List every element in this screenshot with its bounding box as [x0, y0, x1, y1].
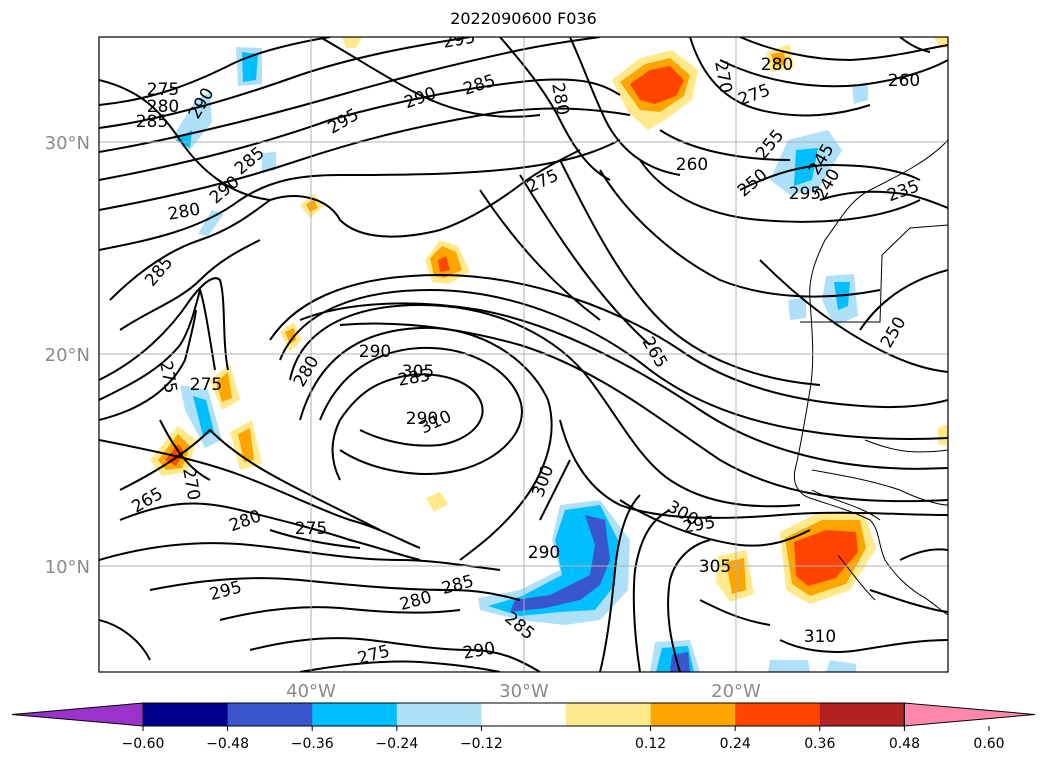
colorbar-segment [650, 703, 736, 726]
colorbar-segment [566, 703, 652, 726]
colorbar-tick-label: −0.36 [291, 736, 334, 752]
contour-label: 290 [359, 342, 391, 362]
lon-label: 30°W [499, 681, 549, 702]
colorbar-tick-label: −0.48 [206, 736, 249, 752]
axis-labels: 30°N 20°N 10°N 40°W 30°W 20°W [45, 133, 761, 702]
lat-label: 30°N [45, 133, 90, 154]
colorbar-outline [142, 702, 905, 727]
contour-label: 285 [136, 112, 168, 132]
colorbar-tick-label: 0.24 [720, 736, 751, 752]
contour-label: 310 [804, 627, 836, 647]
contour-label: 280 [761, 55, 793, 75]
gridlines [99, 37, 948, 672]
colorbar-segment [227, 703, 313, 726]
colorbar-tick-label: 0.48 [889, 736, 920, 752]
contour-label: 275 [147, 80, 179, 100]
colorbar-extend-low [11, 702, 144, 727]
lon-label: 20°W [711, 681, 761, 702]
negative-anomaly-shading [172, 47, 868, 672]
contour-label: 305 [699, 557, 731, 577]
colorbar-tick-label: 0.60 [973, 736, 1004, 752]
colorbar-segment [396, 703, 482, 726]
contour-label: 290 [406, 409, 438, 429]
positive-anomaly-shading [150, 37, 948, 604]
colorbar-segment [819, 703, 905, 726]
contour-label: 260 [888, 71, 920, 91]
contour-label: 280 [147, 97, 179, 117]
colorbar: −0.60 −0.48 −0.36 −0.24 −0.12 0.12 0.24 0.36 0.4… [11, 702, 1036, 752]
lat-label: 10°N [45, 557, 90, 578]
contour-label: 260 [676, 155, 708, 175]
contour-label: 295 [789, 184, 821, 204]
colorbar-segment [481, 703, 567, 726]
colorbar-segment [312, 703, 398, 726]
colorbar-tick-label: −0.60 [122, 736, 165, 752]
lat-label: 20°N [45, 345, 90, 366]
contour-lines [99, 37, 948, 672]
colorbar-tick-label: 0.36 [804, 736, 835, 752]
lon-label: 40°W [286, 681, 336, 702]
map-title: 2022090600 F036 [450, 9, 597, 28]
contour-label: 305 [402, 362, 434, 382]
contour-label: 275 [190, 375, 222, 395]
map-panel: 295 290 285 280 275 270 280 260 275 275 … [98, 36, 949, 673]
contour-label: 275 [295, 519, 327, 539]
colorbar-tick-label: −0.24 [375, 736, 418, 752]
colorbar-tick-label: 0.12 [635, 736, 666, 752]
coastline [793, 139, 948, 616]
contour-label: 290 [528, 543, 560, 563]
colorbar-tick-label: −0.12 [460, 736, 503, 752]
colorbar-segment [143, 703, 229, 726]
colorbar-extend-high [903, 702, 1036, 727]
colorbar-segment [735, 703, 821, 726]
